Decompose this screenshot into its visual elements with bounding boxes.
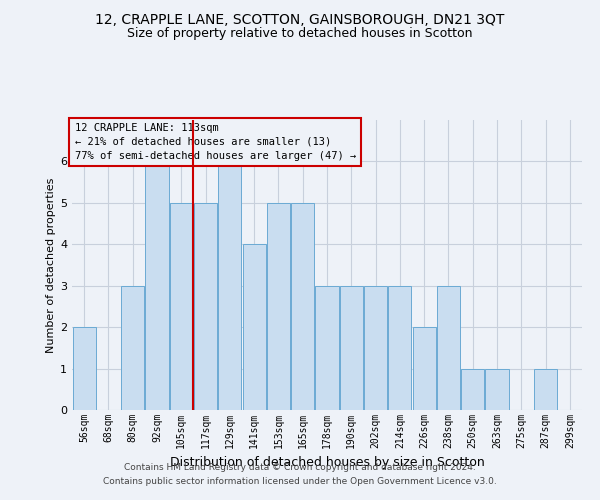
Bar [364, 286, 387, 410]
Bar [413, 327, 436, 410]
Bar [461, 368, 484, 410]
Bar [170, 203, 193, 410]
Bar [340, 286, 363, 410]
Text: 12, CRAPPLE LANE, SCOTTON, GAINSBOROUGH, DN21 3QT: 12, CRAPPLE LANE, SCOTTON, GAINSBOROUGH,… [95, 12, 505, 26]
Bar [485, 368, 509, 410]
Y-axis label: Number of detached properties: Number of detached properties [46, 178, 56, 352]
Bar [121, 286, 144, 410]
X-axis label: Distribution of detached houses by size in Scotton: Distribution of detached houses by size … [170, 456, 484, 469]
Bar [534, 368, 557, 410]
Text: 12 CRAPPLE LANE: 113sqm
← 21% of detached houses are smaller (13)
77% of semi-de: 12 CRAPPLE LANE: 113sqm ← 21% of detache… [74, 123, 356, 161]
Bar [242, 244, 266, 410]
Bar [437, 286, 460, 410]
Text: Contains public sector information licensed under the Open Government Licence v3: Contains public sector information licen… [103, 477, 497, 486]
Text: Contains HM Land Registry data © Crown copyright and database right 2024.: Contains HM Land Registry data © Crown c… [124, 464, 476, 472]
Bar [388, 286, 412, 410]
Bar [194, 203, 217, 410]
Bar [145, 162, 169, 410]
Bar [291, 203, 314, 410]
Text: Size of property relative to detached houses in Scotton: Size of property relative to detached ho… [127, 28, 473, 40]
Bar [218, 162, 241, 410]
Bar [267, 203, 290, 410]
Bar [73, 327, 95, 410]
Bar [316, 286, 338, 410]
